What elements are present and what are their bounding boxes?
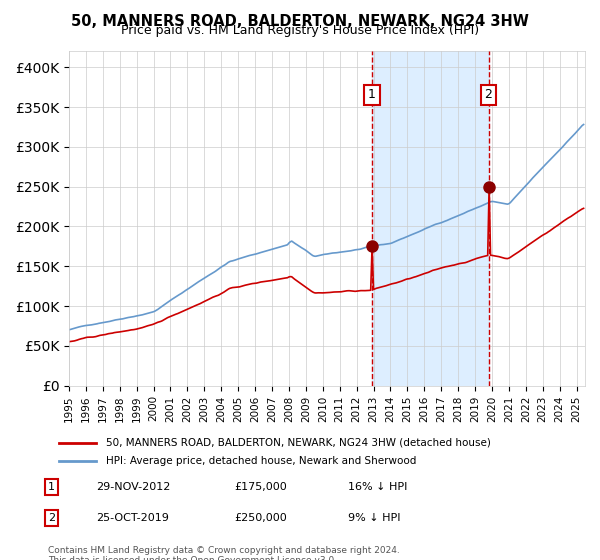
Text: 2: 2	[485, 88, 493, 101]
Text: 50, MANNERS ROAD, BALDERTON, NEWARK, NG24 3HW (detached house): 50, MANNERS ROAD, BALDERTON, NEWARK, NG2…	[106, 438, 491, 448]
Text: 1: 1	[48, 482, 55, 492]
Text: 1: 1	[368, 88, 376, 101]
Text: 16% ↓ HPI: 16% ↓ HPI	[348, 482, 407, 492]
Text: 25-OCT-2019: 25-OCT-2019	[96, 513, 169, 523]
Text: 2: 2	[48, 513, 55, 523]
Text: Contains HM Land Registry data © Crown copyright and database right 2024.
This d: Contains HM Land Registry data © Crown c…	[48, 546, 400, 560]
Text: Price paid vs. HM Land Registry's House Price Index (HPI): Price paid vs. HM Land Registry's House …	[121, 24, 479, 36]
Text: 9% ↓ HPI: 9% ↓ HPI	[348, 513, 401, 523]
Bar	[372, 52, 488, 386]
Text: £250,000: £250,000	[234, 513, 287, 523]
Text: HPI: Average price, detached house, Newark and Sherwood: HPI: Average price, detached house, Newa…	[106, 456, 416, 466]
Text: 50, MANNERS ROAD, BALDERTON, NEWARK, NG24 3HW: 50, MANNERS ROAD, BALDERTON, NEWARK, NG2…	[71, 14, 529, 29]
Text: 29-NOV-2012: 29-NOV-2012	[96, 482, 170, 492]
Text: £175,000: £175,000	[234, 482, 287, 492]
